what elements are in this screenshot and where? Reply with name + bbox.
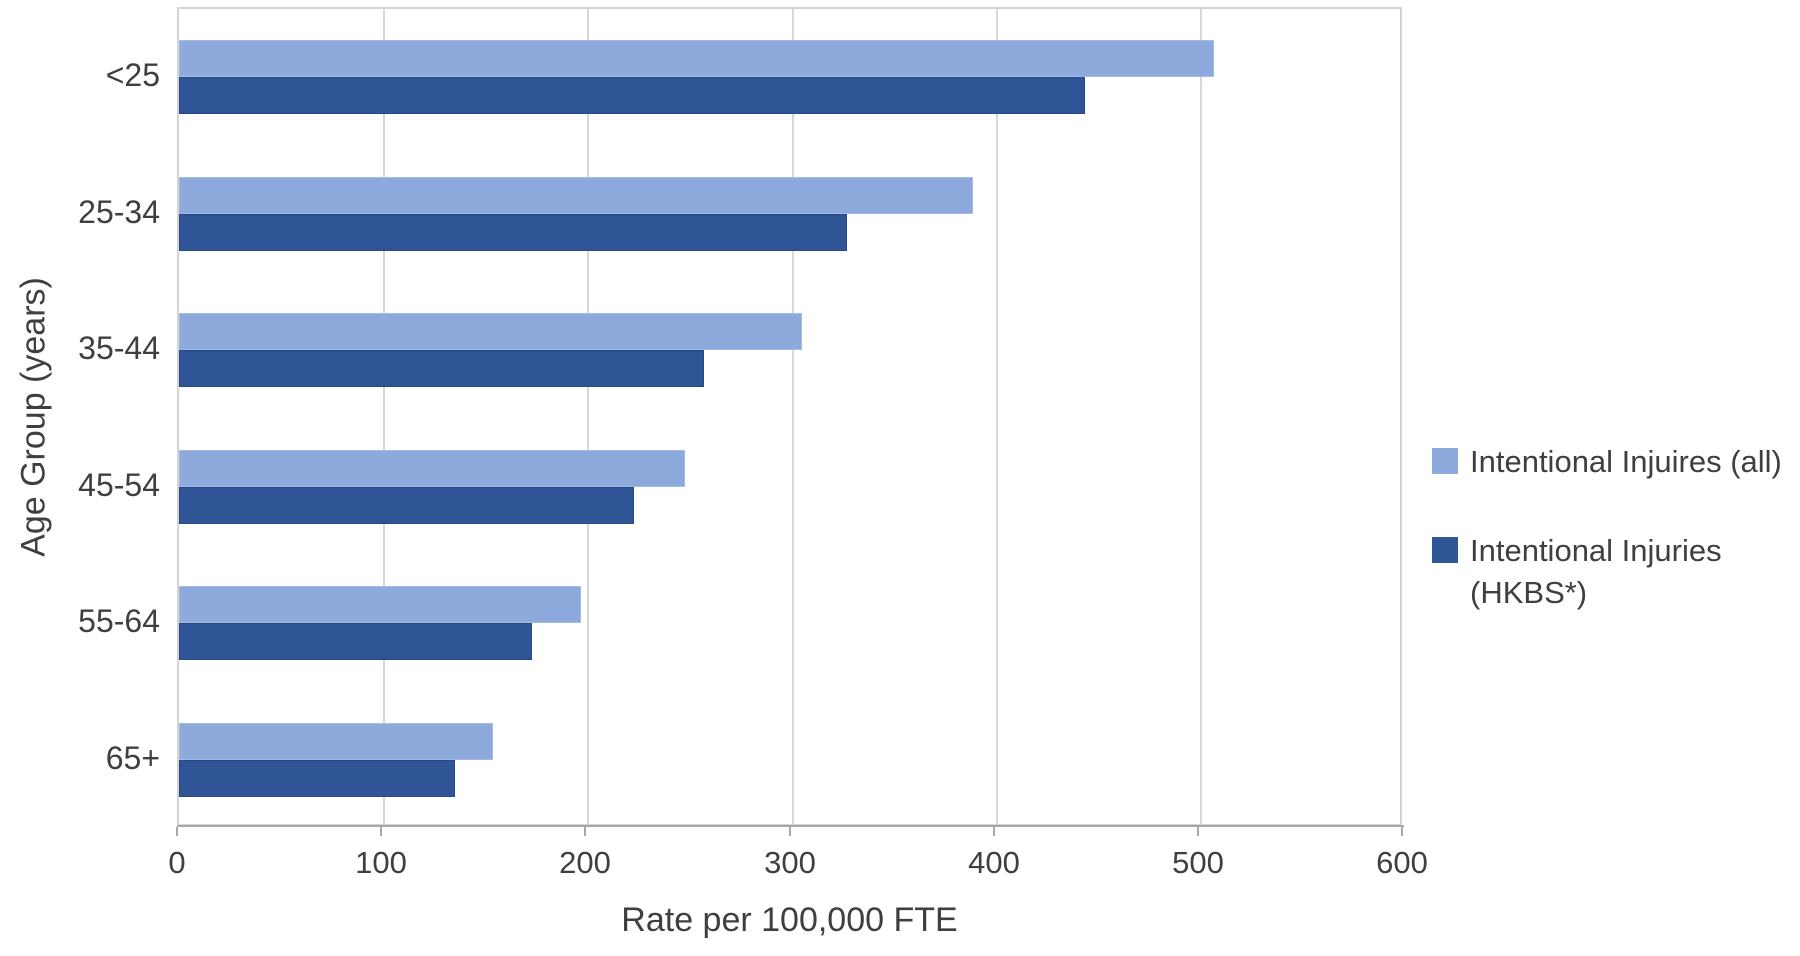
y-tick-label-3: 45-54 [78, 467, 160, 503]
legend-label-hkbs: Intentional Injuries (HKBS*) [1470, 532, 1722, 610]
x-tick-label-600: 600 [1376, 845, 1428, 880]
bar-hkbs-0 [179, 77, 1085, 115]
bar-all-4 [179, 586, 581, 624]
x-tick-label-500: 500 [1172, 845, 1224, 880]
category-row-0 [179, 9, 1400, 146]
bar-hkbs-5 [179, 759, 455, 797]
x-tick-label-0: 0 [168, 845, 186, 880]
bar-all-1 [179, 176, 973, 214]
plot-area [177, 7, 1402, 826]
gridline-x-400 [996, 9, 998, 824]
x-tick-mark-100 [380, 827, 382, 836]
category-row-2 [179, 282, 1400, 419]
gridline-x-200 [587, 9, 589, 824]
legend-swatch-light-blue-icon [1432, 448, 1458, 474]
legend-swatch-dark-blue-icon [1432, 536, 1458, 563]
y-tick-label-5: 65+ [105, 740, 160, 776]
bar-hkbs-2 [179, 350, 704, 388]
bar-all-2 [179, 313, 802, 351]
legend: Intentional Injuires (all) Intentional I… [1432, 441, 1788, 614]
bar-all-3 [179, 449, 685, 487]
x-tick-label-200: 200 [559, 845, 611, 880]
bar-hkbs-1 [179, 213, 847, 251]
category-row-3 [179, 419, 1400, 556]
x-tick-mark-300 [789, 827, 791, 836]
x-tick-mark-600 [1401, 827, 1403, 836]
bar-all-0 [179, 40, 1214, 78]
category-row-5 [179, 692, 1400, 829]
bar-hkbs-4 [179, 623, 532, 661]
x-tick-mark-500 [1197, 827, 1199, 836]
x-axis-title: Rate per 100,000 FTE [621, 901, 958, 939]
legend-label-all: Intentional Injuires (all) [1470, 444, 1782, 479]
x-tick-label-300: 300 [764, 845, 816, 880]
gridline-x-500 [1200, 9, 1202, 824]
gridline-x-100 [383, 9, 385, 824]
y-axis-title: Age Group (years) [14, 277, 53, 557]
gridline-x-300 [792, 9, 794, 824]
x-tick-mark-200 [584, 827, 586, 836]
y-tick-label-1: 25-34 [78, 194, 160, 230]
bar-all-5 [179, 722, 493, 760]
x-tick-label-400: 400 [968, 845, 1020, 880]
y-tick-label-0: <25 [105, 57, 160, 93]
x-tick-label-100: 100 [355, 845, 407, 880]
y-tick-label-4: 55-64 [78, 603, 160, 639]
y-tick-label-2: 35-44 [78, 330, 160, 366]
bar-hkbs-3 [179, 486, 634, 524]
legend-entry-hkbs: Intentional Injuries (HKBS*) [1432, 530, 1788, 614]
legend-entry-all: Intentional Injuires (all) [1432, 441, 1788, 483]
category-row-1 [179, 146, 1400, 283]
x-tick-mark-0 [176, 827, 178, 836]
category-row-4 [179, 555, 1400, 692]
x-axis-line [177, 825, 1404, 827]
x-tick-mark-400 [993, 827, 995, 836]
